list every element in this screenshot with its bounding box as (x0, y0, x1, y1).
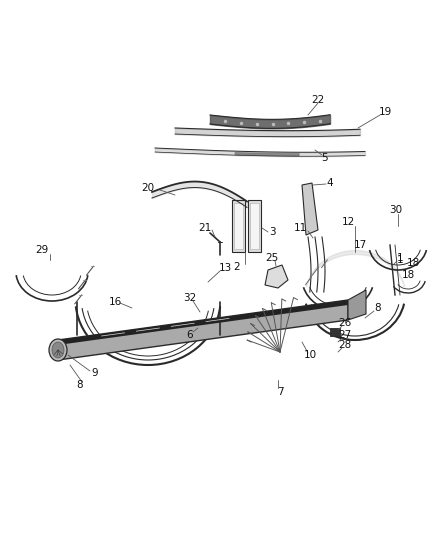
Ellipse shape (49, 339, 67, 361)
Polygon shape (348, 290, 366, 320)
Text: 19: 19 (378, 107, 392, 117)
Text: 2: 2 (234, 262, 240, 272)
Text: 11: 11 (293, 223, 307, 233)
Text: 21: 21 (198, 223, 212, 233)
Text: 8: 8 (374, 303, 381, 313)
Text: 27: 27 (339, 330, 352, 340)
Text: 28: 28 (339, 340, 352, 350)
Text: 1: 1 (397, 253, 403, 263)
Text: 16: 16 (108, 297, 122, 307)
Text: 12: 12 (341, 217, 355, 227)
Text: 5: 5 (321, 153, 328, 163)
Text: 22: 22 (311, 95, 325, 105)
Text: 7: 7 (277, 387, 283, 397)
Text: 30: 30 (389, 205, 403, 215)
Text: 1: 1 (397, 255, 403, 265)
Text: 6: 6 (187, 330, 193, 340)
Bar (250, 203, 259, 249)
Text: 18: 18 (401, 270, 415, 280)
Text: 20: 20 (141, 183, 155, 193)
Bar (248, 200, 261, 252)
Bar (232, 200, 245, 252)
Text: 18: 18 (406, 258, 420, 268)
Polygon shape (302, 183, 318, 235)
Text: 4: 4 (327, 178, 333, 188)
Text: 9: 9 (92, 368, 98, 378)
Text: 8: 8 (77, 380, 83, 390)
Text: 13: 13 (219, 263, 232, 273)
Bar (330, 328, 340, 336)
Text: 10: 10 (304, 350, 317, 360)
Text: 25: 25 (265, 253, 279, 263)
Text: 3: 3 (268, 227, 276, 237)
Text: 17: 17 (353, 240, 367, 250)
Text: 26: 26 (339, 318, 352, 328)
Polygon shape (58, 300, 348, 360)
Bar (234, 203, 243, 249)
Text: 29: 29 (35, 245, 49, 255)
Text: 32: 32 (184, 293, 197, 303)
Polygon shape (58, 300, 348, 345)
Polygon shape (265, 265, 288, 288)
Ellipse shape (52, 342, 64, 358)
